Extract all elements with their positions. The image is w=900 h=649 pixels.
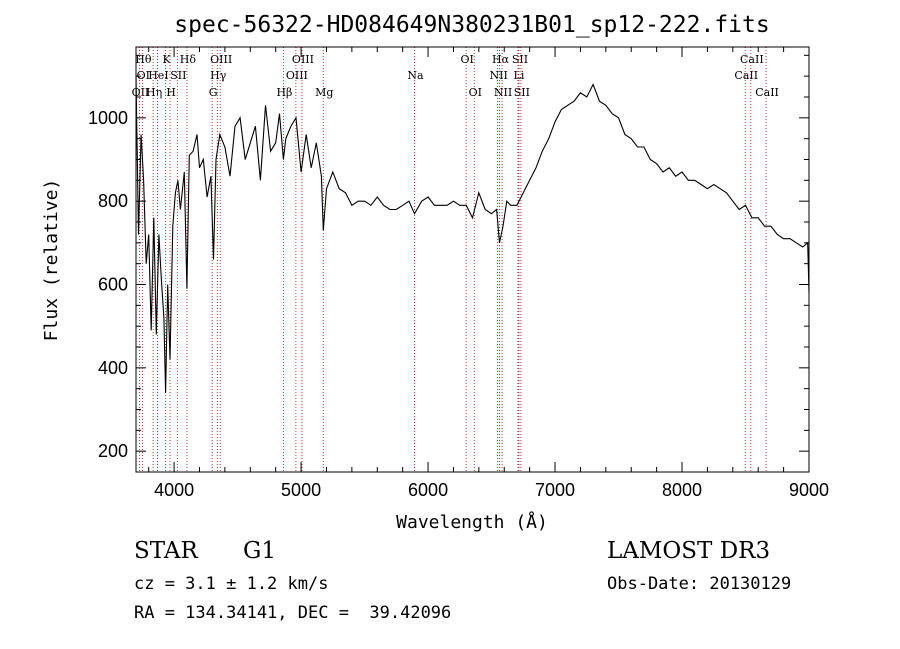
line-marker-label: OIII (286, 69, 308, 82)
line-marker-label: OI (137, 69, 150, 82)
line-marker-label: K (162, 53, 171, 66)
line-marker-label: OIII (210, 53, 232, 66)
line-markers: OIIHθOIHηHeIKHSIIHδGHγOIIIHβOIIIOIIIMgNa… (132, 47, 779, 472)
line-marker-label: Na (407, 69, 424, 82)
x-tick-label: 8000 (662, 480, 702, 500)
line-marker-label: NII (494, 86, 512, 99)
y-tick-label: 200 (98, 441, 128, 461)
line-marker-label: OIII (292, 53, 314, 66)
y-tick-label: 400 (98, 358, 128, 378)
line-marker-label: Hδ (180, 53, 197, 66)
y-tick-label: 1000 (88, 108, 128, 128)
y-tick-label: 800 (98, 191, 128, 211)
coordinates: RA = 134.34141, DEC = 39.42096 (134, 603, 452, 623)
redshift: cz = 3.1 ± 1.2 km/s (134, 574, 329, 594)
line-marker-label: CaII (755, 86, 779, 99)
spectrum-line (135, 76, 810, 393)
y-axis: 200 400 600 800 1000 (88, 54, 809, 461)
line-marker-label: SII (512, 53, 528, 66)
x-tick-label: 4000 (154, 480, 194, 500)
line-marker-label: Hγ (210, 69, 227, 82)
spectrum-chart: spec-56322-HD084649N380231B01_sp12-222.f… (41, 12, 829, 533)
line-marker-label: Mg (315, 86, 333, 99)
line-marker-label: Li (514, 69, 525, 82)
line-marker-label: G (209, 86, 218, 99)
line-marker-label: H (166, 86, 176, 99)
line-marker-label: HeI (148, 69, 168, 82)
line-marker-label: CaII (734, 69, 758, 82)
x-axis-label: Wavelength (Å) (396, 511, 548, 533)
x-tick-label: 6000 (408, 480, 448, 500)
x-tick-label: 7000 (535, 480, 575, 500)
line-marker-label: Hβ (276, 86, 292, 99)
line-marker-label: OI (460, 53, 473, 66)
plot-frame (135, 46, 810, 473)
line-marker-label: CaII (740, 53, 764, 66)
line-marker-label: SII (514, 86, 530, 99)
x-axis: 4000 5000 6000 7000 8000 9000 (148, 47, 829, 500)
line-marker-label: Hθ (135, 53, 152, 66)
line-marker-label: OI (469, 86, 482, 99)
obs-date: Obs-Date: 20130129 (607, 574, 792, 594)
line-marker-label: Hη (146, 86, 162, 99)
line-marker-label: SII (170, 69, 186, 82)
y-tick-label: 600 (98, 275, 128, 295)
subclass: G1 (243, 538, 277, 564)
y-axis-label: Flux (relative) (41, 179, 62, 342)
object-class: STAR (134, 538, 198, 564)
survey-name: LAMOST DR3 (607, 538, 771, 564)
line-marker-label: Hα (492, 53, 510, 66)
line-marker-label: NII (489, 69, 507, 82)
x-tick-label: 5000 (281, 480, 321, 500)
chart-title: spec-56322-HD084649N380231B01_sp12-222.f… (174, 12, 769, 38)
x-tick-label: 9000 (789, 480, 829, 500)
